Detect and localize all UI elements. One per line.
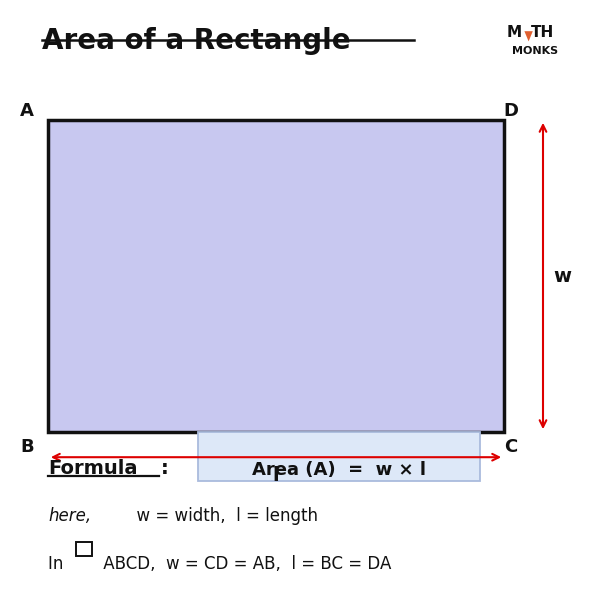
Text: TH: TH	[530, 25, 554, 40]
Text: Area (A)  =  w × l: Area (A) = w × l	[252, 461, 426, 479]
Text: Area of a Rectangle: Area of a Rectangle	[42, 27, 350, 55]
Text: C: C	[505, 438, 518, 456]
Text: M: M	[507, 25, 522, 40]
FancyBboxPatch shape	[198, 432, 480, 481]
Text: l: l	[272, 466, 280, 485]
Text: ABCD,  w = CD = AB,  l = BC = DA: ABCD, w = CD = AB, l = BC = DA	[98, 555, 391, 573]
Text: w: w	[553, 266, 571, 286]
Bar	[48, 120, 504, 432]
Polygon shape	[524, 31, 533, 41]
Text: In: In	[48, 555, 68, 573]
Text: D: D	[504, 102, 519, 120]
Bar	[76, 542, 92, 556]
Text: here,: here,	[48, 507, 91, 525]
Text: w = width,  l = length: w = width, l = length	[126, 507, 318, 525]
Text: :: :	[161, 459, 169, 478]
Text: A: A	[20, 102, 34, 120]
Text: MONKS: MONKS	[512, 46, 558, 56]
Text: B: B	[20, 438, 34, 456]
Text: Formula: Formula	[48, 459, 137, 478]
